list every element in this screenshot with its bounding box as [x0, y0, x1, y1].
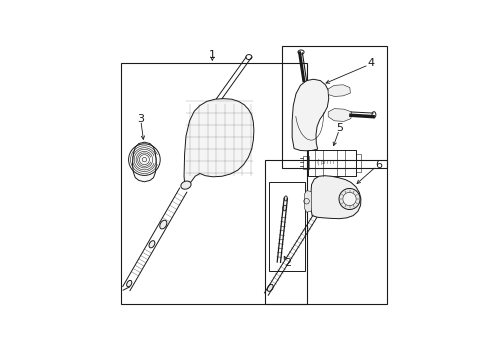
Ellipse shape — [372, 112, 376, 118]
Polygon shape — [304, 191, 312, 212]
Text: i: i — [332, 160, 334, 165]
Circle shape — [343, 192, 356, 206]
Ellipse shape — [126, 280, 132, 287]
Text: (: ( — [316, 159, 319, 165]
Ellipse shape — [268, 284, 273, 291]
Text: i: i — [326, 160, 328, 165]
Ellipse shape — [298, 50, 304, 54]
Circle shape — [339, 188, 360, 210]
Text: 1: 1 — [209, 50, 216, 60]
Text: 6: 6 — [375, 159, 382, 170]
Polygon shape — [292, 79, 329, 151]
Text: p: p — [320, 160, 324, 165]
Polygon shape — [184, 99, 254, 189]
Text: 4: 4 — [368, 58, 375, 68]
Text: i: i — [329, 160, 331, 165]
Ellipse shape — [160, 220, 167, 229]
Text: 3: 3 — [137, 114, 144, 123]
Polygon shape — [328, 109, 351, 121]
Ellipse shape — [149, 240, 155, 248]
Ellipse shape — [181, 181, 191, 189]
Ellipse shape — [284, 196, 287, 201]
Text: 5: 5 — [336, 123, 343, 133]
Text: i: i — [324, 160, 325, 165]
Ellipse shape — [283, 205, 287, 211]
Polygon shape — [132, 142, 156, 182]
Polygon shape — [328, 85, 350, 96]
Polygon shape — [311, 176, 361, 219]
Text: 2: 2 — [284, 258, 291, 268]
